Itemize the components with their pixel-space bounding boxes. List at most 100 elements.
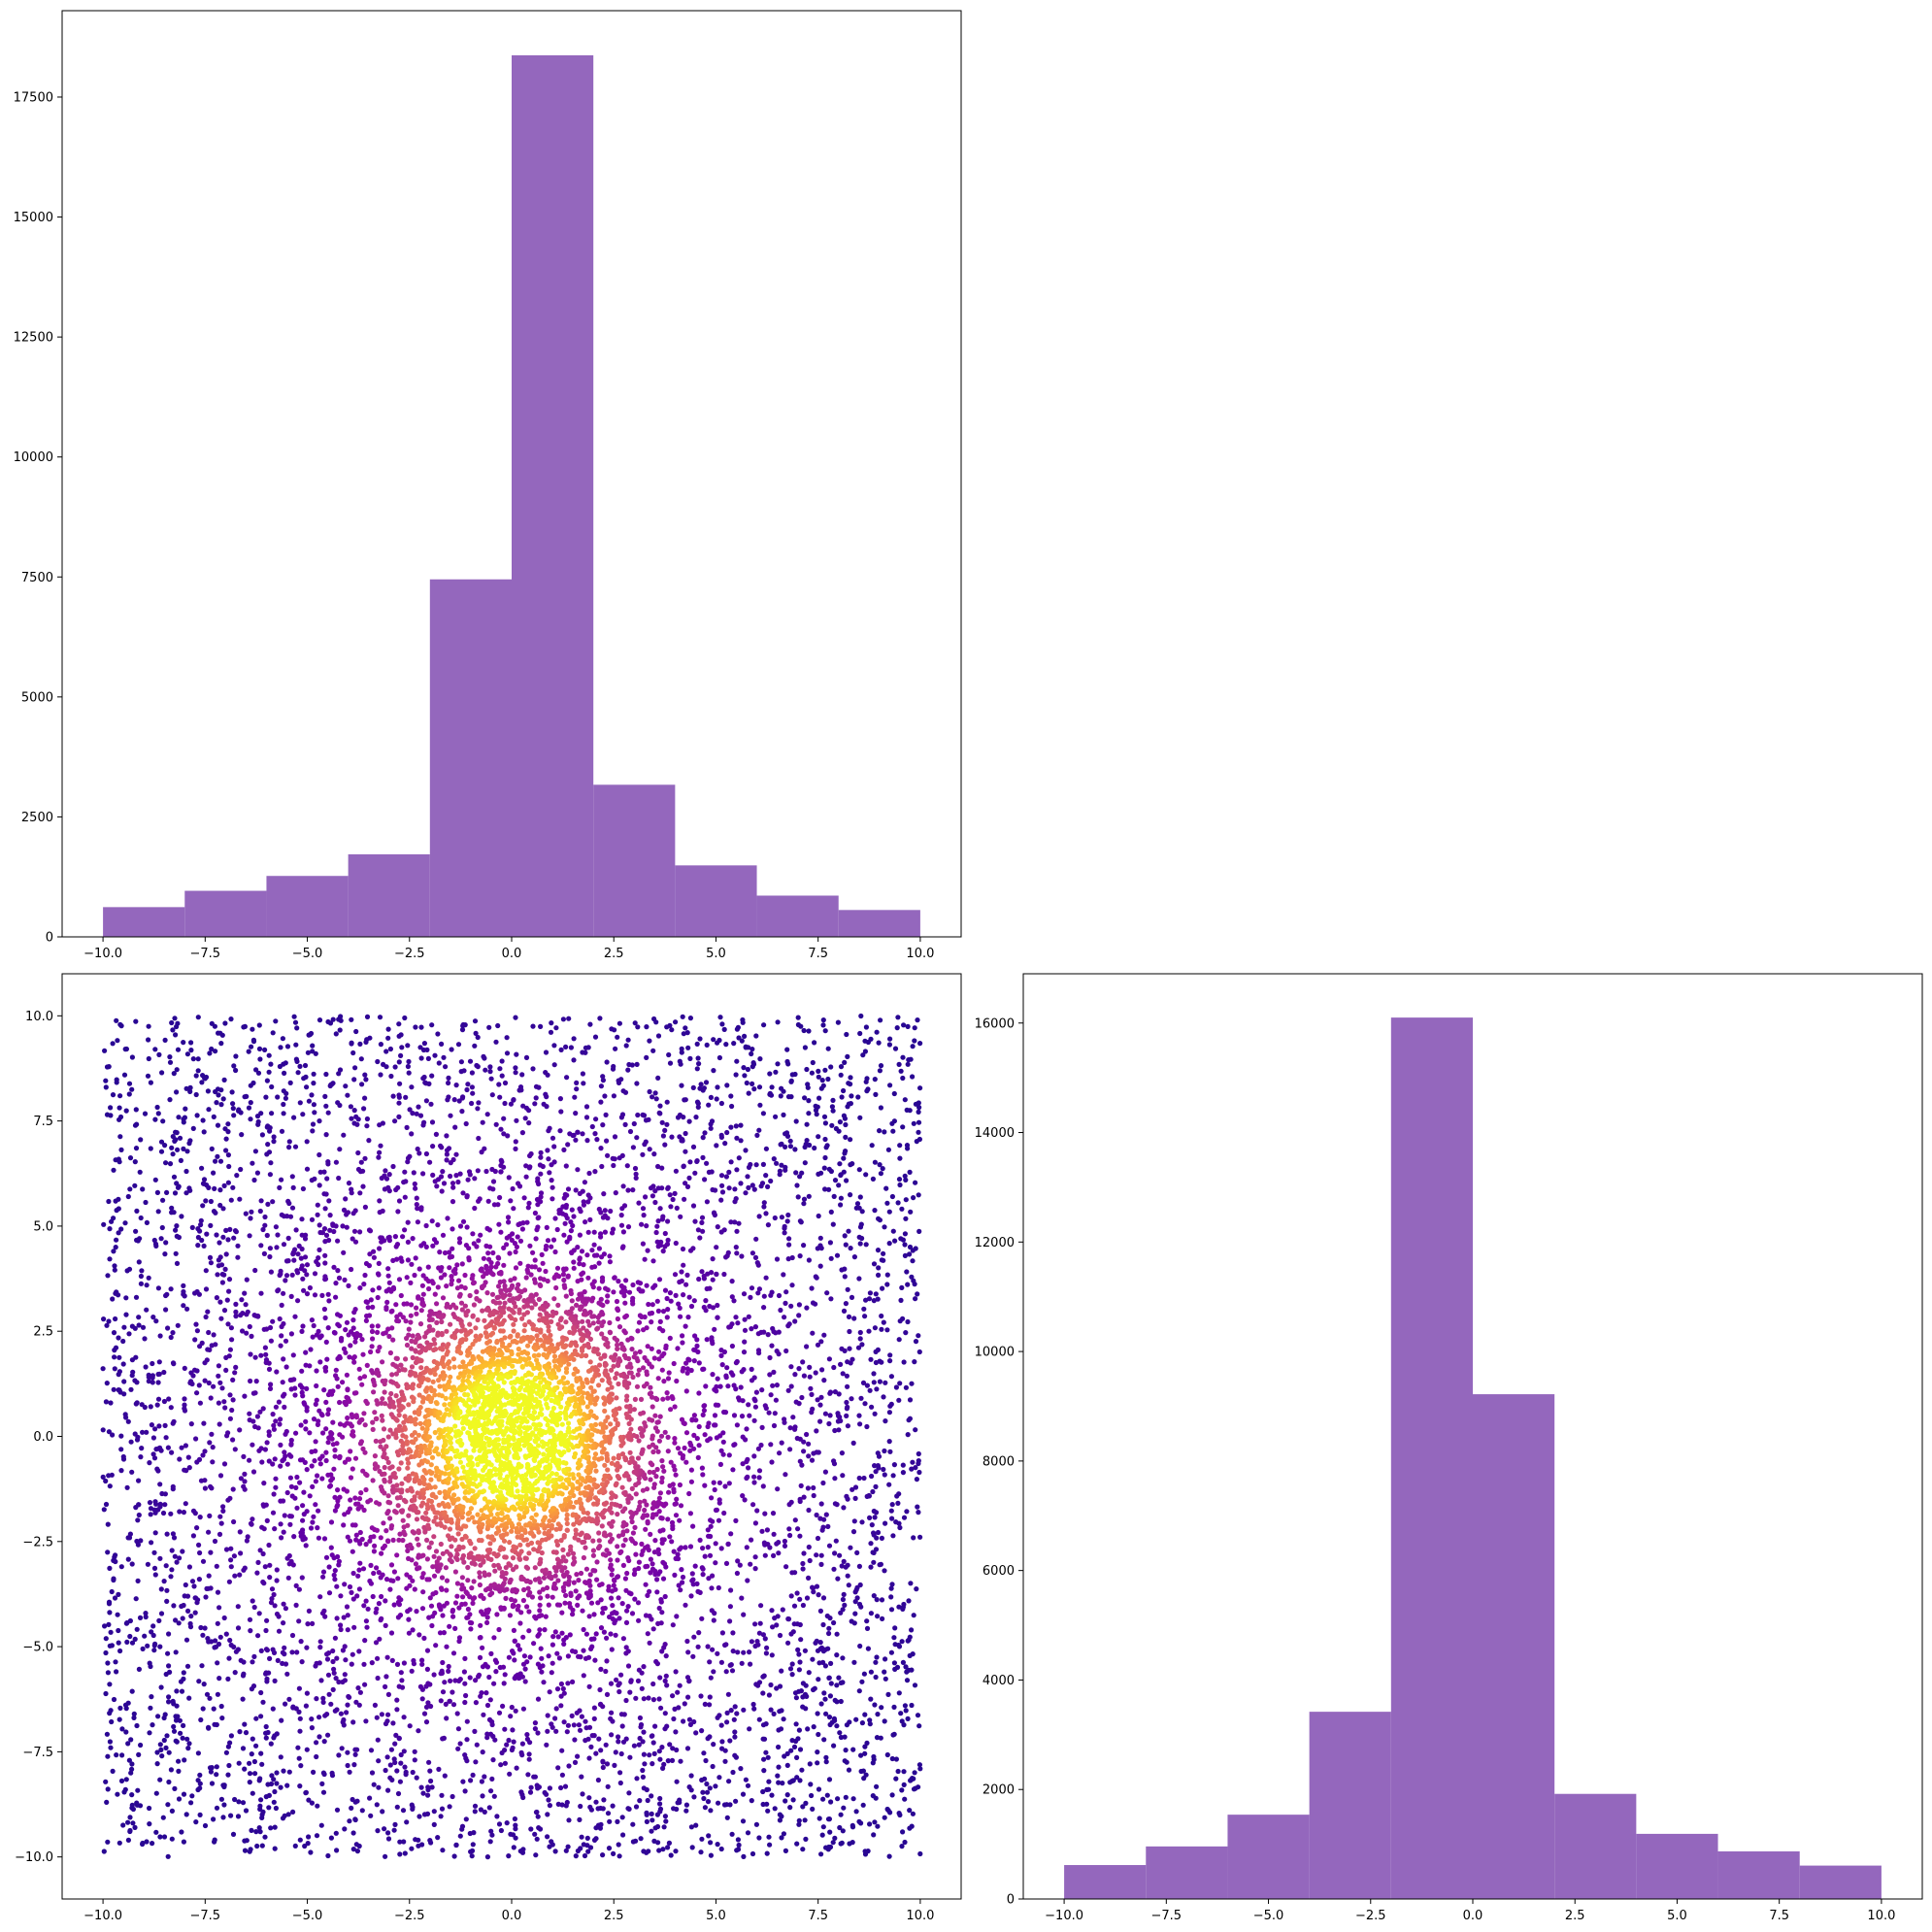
scatter-point xyxy=(733,1072,739,1078)
scatter-point xyxy=(807,1364,813,1370)
scatter-point xyxy=(853,1809,859,1815)
scatter-point xyxy=(562,1783,569,1789)
scatter-point xyxy=(818,1561,824,1567)
scatter-point xyxy=(641,1785,647,1791)
scatter-point xyxy=(827,1829,833,1835)
scatter-point xyxy=(721,1026,727,1032)
top-left-histogram-y-tick-label: 2500 xyxy=(21,811,53,825)
scatter-point xyxy=(891,1090,897,1097)
scatter-point xyxy=(482,1055,487,1061)
scatter-point xyxy=(837,1119,844,1125)
scatter-point xyxy=(649,1793,654,1799)
scatter-point xyxy=(341,1716,347,1723)
scatter-point xyxy=(911,1786,917,1792)
scatter-point xyxy=(732,1186,738,1192)
scatter-point xyxy=(838,1841,844,1847)
scatter-point xyxy=(769,1652,775,1658)
scatter-point xyxy=(608,1208,614,1215)
scatter-point xyxy=(329,1552,335,1558)
scatter-point xyxy=(133,1018,139,1024)
scatter-point xyxy=(644,1054,650,1060)
scatter-point xyxy=(184,1663,191,1669)
scatter-point xyxy=(563,1848,569,1853)
scatter-point xyxy=(483,1168,489,1175)
scatter-point xyxy=(105,1753,111,1759)
scatter-point xyxy=(744,1426,749,1432)
scatter-point xyxy=(299,1659,305,1665)
scatter-point xyxy=(318,1822,324,1828)
scatter-point xyxy=(118,1564,124,1570)
scatter-point xyxy=(202,1478,208,1483)
scatter-point xyxy=(725,1383,731,1389)
scatter-point xyxy=(656,1277,663,1282)
scatter-point xyxy=(237,1729,243,1735)
scatter-point xyxy=(917,1850,923,1857)
scatter-point xyxy=(404,1275,410,1281)
scatter-point xyxy=(890,1228,896,1234)
scatter-point xyxy=(242,1766,248,1772)
scatter-point xyxy=(544,1094,550,1100)
scatter-point xyxy=(252,1354,258,1360)
scatter-point xyxy=(550,1196,555,1202)
scatter-point xyxy=(907,1652,913,1658)
scatter-point xyxy=(418,1207,424,1213)
scatter-point xyxy=(280,1036,285,1042)
scatter-point xyxy=(755,1290,761,1296)
scatter-point xyxy=(467,1675,473,1681)
scatter-point xyxy=(397,1779,403,1784)
scatter-point xyxy=(166,1779,172,1785)
scatter-point xyxy=(796,1313,802,1318)
scatter-point xyxy=(911,1120,916,1126)
scatter-point xyxy=(380,1572,385,1578)
scatter-point xyxy=(886,1439,892,1445)
scatter-point xyxy=(806,1111,812,1116)
scatter-point xyxy=(733,1360,740,1366)
scatter-point xyxy=(461,1669,467,1675)
scatter-point xyxy=(181,1119,186,1125)
scatter-point xyxy=(792,1147,798,1152)
scatter-point xyxy=(886,1482,892,1487)
scatter-point xyxy=(764,1527,771,1533)
scatter-point xyxy=(867,1290,874,1296)
scatter-point xyxy=(157,1333,163,1339)
scatter-point xyxy=(656,1605,662,1612)
scatter-point xyxy=(342,1644,348,1649)
scatter-point xyxy=(850,1529,857,1535)
scatter-point xyxy=(697,1537,703,1543)
scatter-point xyxy=(870,1488,876,1495)
scatter-point xyxy=(661,1824,667,1830)
scatter-point xyxy=(518,1749,524,1755)
scatter-point xyxy=(542,1627,548,1633)
scatter-point xyxy=(763,1275,769,1281)
scatter-point xyxy=(446,1080,451,1086)
scatter-point xyxy=(196,1456,203,1462)
scatter-point xyxy=(903,1197,909,1203)
scatter-point xyxy=(424,1047,430,1052)
scatter-point xyxy=(353,1028,359,1035)
scatter-point xyxy=(413,1024,418,1030)
scatter-point xyxy=(107,1682,113,1687)
scatter-point xyxy=(134,1400,140,1406)
scatter-point xyxy=(108,1629,114,1635)
scatter-point xyxy=(735,1837,742,1843)
scatter-point xyxy=(856,1167,862,1173)
scatter-point xyxy=(247,1323,252,1330)
scatter-point xyxy=(214,1805,220,1811)
scatter-point xyxy=(133,1146,140,1151)
scatter-point xyxy=(356,1649,362,1654)
scatter-point xyxy=(801,1550,807,1556)
scatter-point xyxy=(103,1649,109,1656)
scatter-point xyxy=(734,1167,740,1173)
scatter-point xyxy=(591,1229,597,1235)
scatter-point xyxy=(690,1653,696,1659)
scatter-point xyxy=(283,1606,288,1612)
scatter-point xyxy=(376,1260,382,1266)
scatter-point xyxy=(889,1193,896,1200)
scatter-point xyxy=(432,1179,438,1184)
scatter-point xyxy=(261,1526,267,1532)
scatter-point xyxy=(840,1473,846,1479)
scatter-point xyxy=(605,1811,612,1816)
scatter-point xyxy=(439,1792,445,1798)
scatter-point xyxy=(564,1216,570,1221)
scatter-point xyxy=(227,1416,233,1421)
